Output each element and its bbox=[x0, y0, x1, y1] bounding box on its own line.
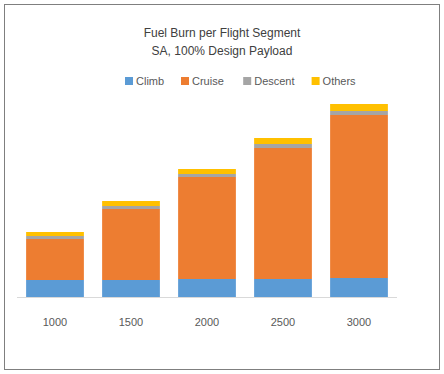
legend-swatch bbox=[312, 77, 320, 85]
bar-segment bbox=[330, 111, 388, 115]
x-axis-line bbox=[17, 297, 397, 298]
x-tick-label: 2000 bbox=[195, 316, 219, 328]
legend-swatch bbox=[181, 77, 189, 85]
bar-segment bbox=[102, 201, 160, 206]
bar-segment bbox=[102, 280, 160, 297]
subtitle: SA, 100% Design Payload bbox=[152, 44, 293, 58]
legend-label: Others bbox=[323, 75, 357, 87]
legend-swatch bbox=[125, 77, 133, 85]
bar-segment bbox=[178, 169, 236, 174]
bars bbox=[26, 104, 388, 297]
bar-segment bbox=[254, 144, 312, 148]
legend: Climb Cruise Descent Others bbox=[125, 75, 356, 87]
bar-segment bbox=[254, 138, 312, 144]
bar-segment bbox=[178, 174, 236, 177]
bar-segment bbox=[178, 279, 236, 297]
bar-segment bbox=[254, 148, 312, 279]
x-tick-label: 2500 bbox=[271, 316, 295, 328]
bar-segment bbox=[26, 239, 84, 280]
chart-svg: Fuel Burn per Flight Segment SA, 100% Des… bbox=[0, 0, 444, 374]
title: Fuel Burn per Flight Segment bbox=[144, 26, 301, 40]
x-tick-label: 3000 bbox=[347, 316, 371, 328]
bar-segment bbox=[26, 232, 84, 236]
x-tick-label: 1000 bbox=[43, 316, 67, 328]
bar-segment bbox=[102, 209, 160, 280]
bar-segment bbox=[330, 278, 388, 297]
legend-swatch bbox=[243, 77, 251, 85]
bar-segment bbox=[254, 279, 312, 297]
legend-label: Cruise bbox=[192, 75, 224, 87]
x-tick-label: 1500 bbox=[119, 316, 143, 328]
chart-frame bbox=[5, 5, 440, 370]
chart-container: Fuel Burn per Flight Segment SA, 100% Des… bbox=[0, 0, 444, 374]
bar-segment bbox=[330, 115, 388, 278]
bar-segment bbox=[26, 236, 84, 239]
legend-label: Climb bbox=[136, 75, 164, 87]
bar-segment bbox=[178, 177, 236, 279]
bar-segment bbox=[102, 206, 160, 209]
bar-segment bbox=[26, 280, 84, 297]
bar-segment bbox=[330, 104, 388, 111]
legend-label: Descent bbox=[254, 75, 294, 87]
